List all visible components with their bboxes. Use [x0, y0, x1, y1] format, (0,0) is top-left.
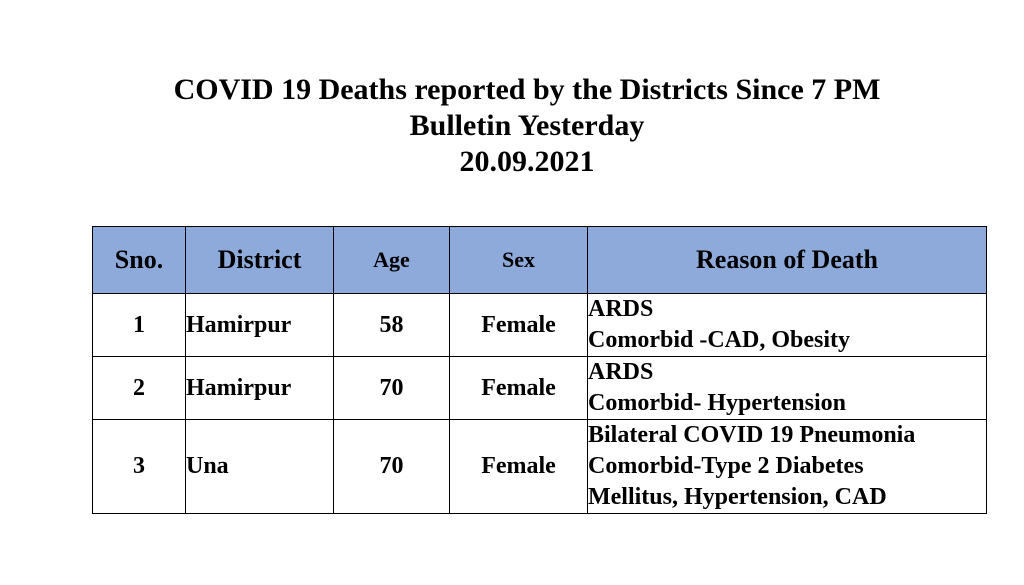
- reason-line: Comorbid- Hypertension: [588, 390, 846, 416]
- cell-sno: 3: [92, 419, 186, 514]
- cell-district: Una: [185, 419, 334, 514]
- cell-sex: Female: [449, 356, 588, 420]
- cell-age: 70: [333, 356, 450, 420]
- cell-sno: 1: [92, 293, 186, 357]
- header-sex: Sex: [449, 226, 588, 294]
- reason-line: Bilateral COVID 19 Pneumonia: [588, 422, 916, 448]
- table-row: 2 Hamirpur 70 Female ARDS Comorbid- Hype…: [92, 356, 987, 420]
- title-line-2: Bulletin Yesterday: [409, 109, 645, 142]
- table-header-row: Sno. District Age Sex Reason of Death: [92, 226, 987, 294]
- cell-sex: Female: [449, 293, 588, 357]
- header-reason-of-death: Reason of Death: [587, 226, 987, 294]
- header-sno: Sno.: [92, 226, 186, 294]
- deaths-table: Sno. District Age Sex Reason of Death 1 …: [92, 226, 987, 514]
- cell-sex: Female: [449, 419, 588, 514]
- reason-line: ARDS: [588, 359, 654, 385]
- cell-age: 70: [333, 419, 450, 514]
- cell-district: Hamirpur: [185, 293, 334, 357]
- cell-reason: ARDS Comorbid- Hypertension: [587, 356, 987, 420]
- cell-reason: Bilateral COVID 19 Pneumonia Comorbid-Ty…: [587, 419, 987, 514]
- cell-district: Hamirpur: [185, 356, 334, 420]
- reason-line: Comorbid-Type 2 Diabetes: [588, 453, 864, 479]
- cell-reason: ARDS Comorbid -CAD, Obesity: [587, 293, 987, 357]
- title-line-3-date: 20.09.2021: [459, 145, 595, 178]
- title-line-1: COVID 19 Deaths reported by the District…: [173, 73, 881, 106]
- bulletin-title: COVID 19 Deaths reported by the District…: [0, 72, 1024, 180]
- table-row: 1 Hamirpur 58 Female ARDS Comorbid -CAD,…: [92, 293, 987, 357]
- header-age: Age: [333, 226, 450, 294]
- header-district: District: [185, 226, 334, 294]
- reason-line: Comorbid -CAD, Obesity: [588, 327, 850, 353]
- cell-age: 58: [333, 293, 450, 357]
- table-row: 3 Una 70 Female Bilateral COVID 19 Pneum…: [92, 419, 987, 514]
- cell-sno: 2: [92, 356, 186, 420]
- reason-line: ARDS: [588, 296, 654, 322]
- reason-line: Mellitus, Hypertension, CAD: [588, 484, 887, 510]
